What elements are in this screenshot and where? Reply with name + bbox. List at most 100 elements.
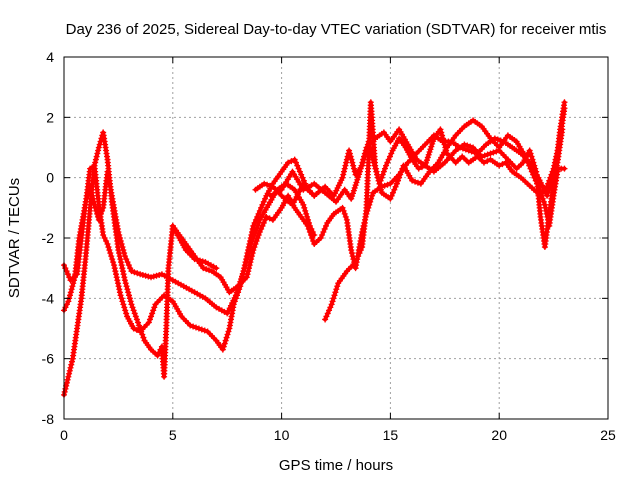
data-point bbox=[300, 201, 307, 208]
data-point bbox=[358, 162, 365, 169]
data-point bbox=[121, 304, 128, 311]
data-point bbox=[251, 219, 258, 226]
data-point bbox=[259, 222, 266, 229]
data-point bbox=[128, 268, 135, 275]
data-point bbox=[95, 147, 102, 154]
data-point bbox=[245, 244, 252, 251]
data-point bbox=[62, 265, 69, 272]
data-point bbox=[317, 235, 324, 241]
data-point bbox=[133, 316, 140, 323]
data-point bbox=[260, 198, 267, 205]
data-point bbox=[341, 210, 348, 217]
data-point bbox=[230, 301, 237, 308]
data-point bbox=[550, 171, 557, 178]
data-point bbox=[254, 222, 261, 229]
chart-title: Day 236 of 2025, Sidereal Day-to-day VTE… bbox=[66, 21, 607, 38]
data-point bbox=[342, 213, 349, 220]
data-point bbox=[262, 216, 269, 223]
data-point bbox=[354, 176, 361, 183]
data-point bbox=[117, 235, 124, 241]
data-point bbox=[142, 272, 149, 279]
data-point bbox=[137, 271, 144, 278]
data-point bbox=[457, 144, 464, 151]
y-tick-label: 2 bbox=[46, 109, 54, 125]
data-point bbox=[379, 171, 386, 178]
x-tick-label: 10 bbox=[274, 427, 290, 443]
data-point bbox=[116, 253, 123, 260]
data-point bbox=[529, 156, 536, 163]
data-point bbox=[439, 132, 446, 139]
data-point bbox=[393, 180, 400, 187]
data-point bbox=[352, 182, 359, 189]
data-point bbox=[130, 325, 137, 332]
data-point bbox=[544, 192, 551, 199]
data-point bbox=[117, 256, 124, 263]
data-point bbox=[187, 322, 194, 329]
data-point bbox=[206, 267, 213, 274]
data-point bbox=[367, 198, 374, 205]
data-point bbox=[426, 149, 433, 156]
data-point bbox=[266, 182, 273, 189]
data-point bbox=[264, 181, 271, 188]
data-point bbox=[321, 225, 328, 232]
data-point bbox=[259, 201, 266, 208]
data-point bbox=[298, 171, 305, 178]
x-tick-label: 5 bbox=[169, 427, 177, 443]
data-point bbox=[414, 179, 421, 186]
data-point bbox=[324, 310, 331, 317]
data-point bbox=[111, 265, 118, 272]
data-point bbox=[233, 292, 240, 299]
data-point bbox=[305, 225, 312, 232]
data-point bbox=[118, 295, 125, 302]
data-point bbox=[120, 271, 127, 278]
data-point bbox=[378, 183, 385, 190]
data-point bbox=[263, 213, 270, 220]
data-point bbox=[425, 151, 432, 158]
data-point bbox=[110, 259, 117, 266]
data-point bbox=[258, 225, 265, 232]
data-point bbox=[384, 181, 391, 188]
data-point bbox=[133, 327, 140, 334]
data-point bbox=[369, 192, 376, 199]
y-tick-label: -4 bbox=[42, 290, 55, 306]
data-point bbox=[484, 158, 491, 165]
y-tick-label: -6 bbox=[42, 351, 55, 367]
data-point bbox=[121, 250, 128, 257]
data-point bbox=[387, 195, 394, 202]
data-point bbox=[246, 262, 253, 269]
data-point bbox=[388, 192, 395, 199]
data-point bbox=[92, 156, 99, 163]
data-point bbox=[149, 310, 156, 317]
data-point bbox=[340, 171, 347, 178]
data-point bbox=[362, 216, 369, 223]
data-point bbox=[254, 213, 261, 220]
data-point bbox=[114, 277, 121, 284]
data-point bbox=[201, 327, 208, 334]
data-point bbox=[132, 313, 139, 320]
data-point bbox=[250, 247, 257, 254]
data-point bbox=[256, 228, 263, 235]
data-point bbox=[348, 250, 355, 257]
data-point bbox=[248, 231, 255, 238]
data-point bbox=[195, 325, 202, 332]
data-point bbox=[245, 265, 252, 272]
data-point bbox=[305, 216, 312, 223]
data-point bbox=[491, 135, 498, 142]
data-point bbox=[68, 361, 75, 368]
data-point bbox=[103, 238, 110, 245]
data-point bbox=[122, 307, 129, 314]
data-point bbox=[247, 235, 254, 241]
data-point bbox=[459, 145, 466, 152]
data-point bbox=[256, 207, 263, 214]
data-point bbox=[249, 250, 256, 257]
data-point bbox=[93, 153, 100, 160]
data-point bbox=[437, 126, 444, 133]
data-point bbox=[462, 146, 469, 153]
data-point bbox=[295, 165, 302, 172]
data-point bbox=[61, 388, 68, 395]
data-point bbox=[429, 140, 436, 147]
data-point bbox=[561, 165, 568, 172]
data-point bbox=[346, 150, 353, 157]
data-point bbox=[90, 195, 97, 202]
